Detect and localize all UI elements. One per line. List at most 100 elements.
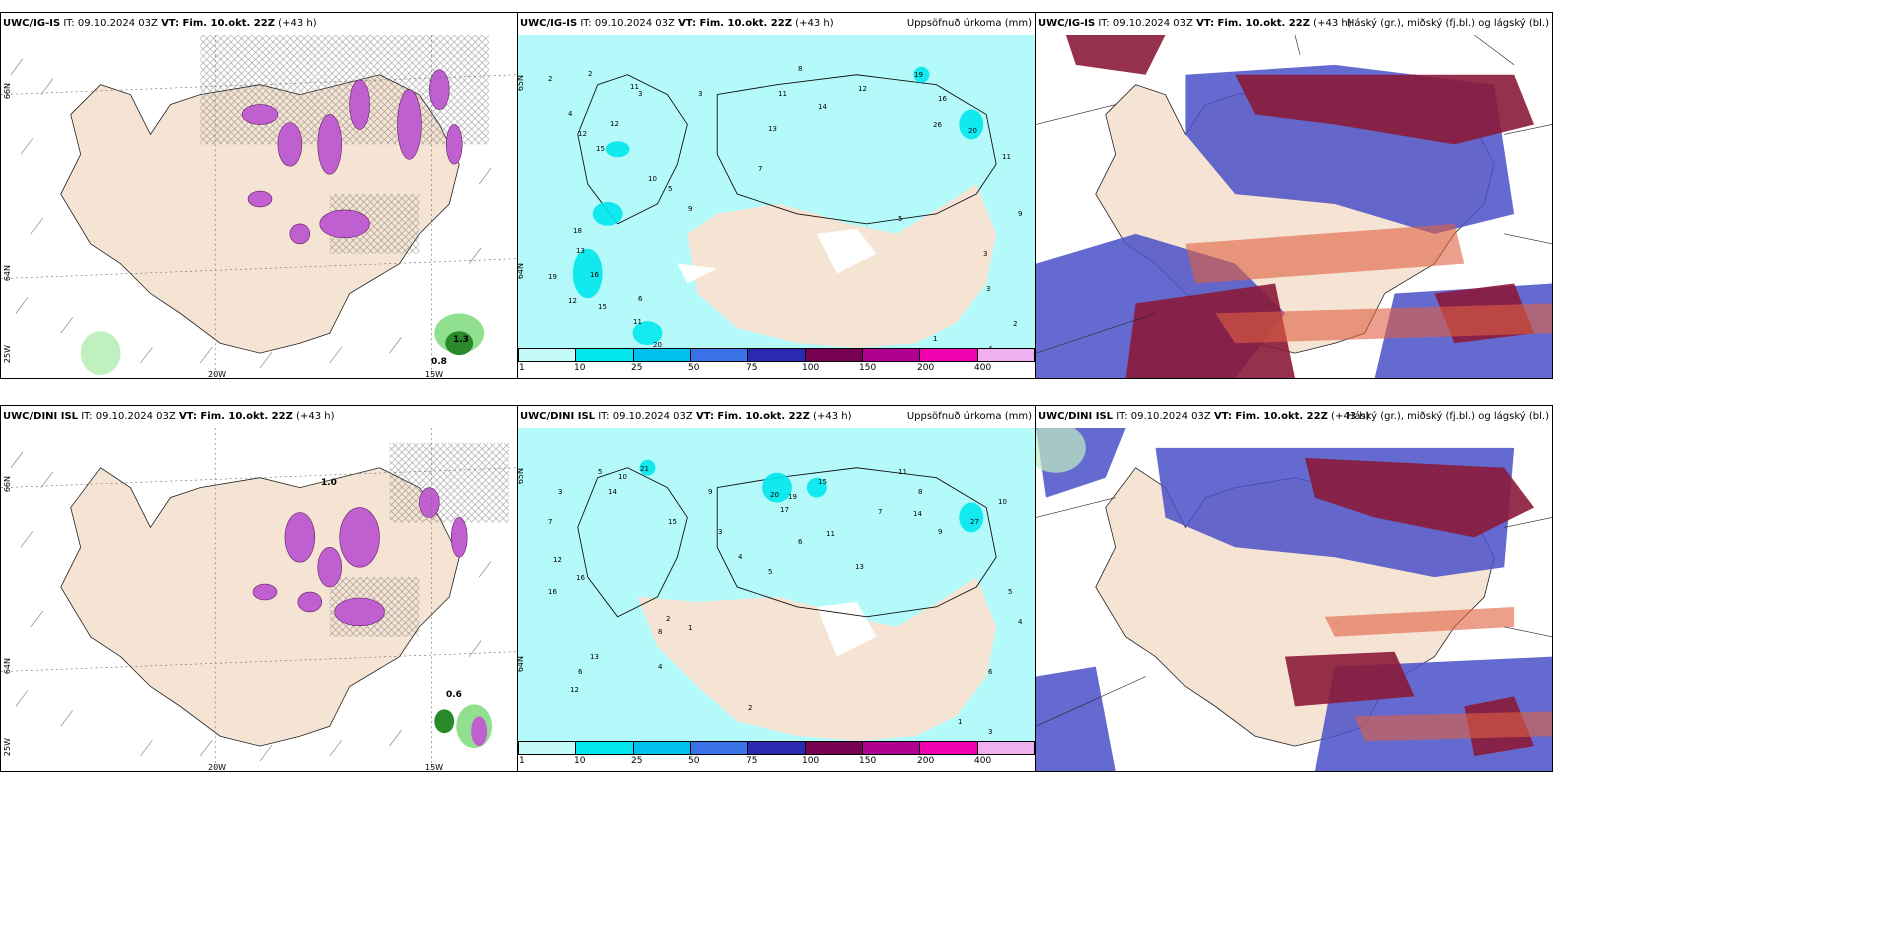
colorbar-swatch (690, 349, 749, 361)
precip-map-svg (518, 428, 1035, 741)
valid-time: VT: Fim. 10.okt. 22Z (1213, 411, 1328, 422)
precip-value: 1 (688, 624, 693, 632)
precip-value: 27 (970, 518, 979, 526)
precip-value: 20 (968, 127, 977, 135)
colorbar-swatch (920, 349, 978, 361)
model-name: UWC/IG-IS (1038, 18, 1096, 29)
cloud-map[interactable] (1036, 428, 1552, 771)
precip-value: 3 (983, 250, 988, 258)
colorbar-swatch (862, 742, 921, 754)
panel-header: UWC/IG-IS IT: 09.10.2024 03Z VT: Fim. 10… (518, 13, 1035, 35)
precip-value: 14 (818, 103, 827, 111)
precip-value: 8 (918, 488, 923, 496)
colorbar-swatches (518, 741, 1035, 755)
colorbar-tick: 100 (802, 756, 820, 766)
colorbar-tick: 400 (974, 363, 992, 373)
precip-value: 8 (798, 65, 803, 73)
precip-value: 14 (608, 488, 617, 496)
colorbar-tick: 50 (688, 756, 700, 766)
precip-numbers: 3 5 7 10 14 15 21 27 20 19 17 11 13 16 1… (518, 428, 1035, 741)
precip-value: 16 (590, 271, 599, 279)
colorbar-tick: 10 (574, 756, 586, 766)
panel-header: UWC/IG-IS IT: 09.10.2024 03Z VT: Fim. 10… (1, 13, 517, 35)
colorbar-swatch (977, 349, 1034, 361)
panel-header: UWC/DINI ISL IT: 09.10.2024 03Z VT: Fim.… (1036, 406, 1552, 428)
wind-map-svg (1, 428, 517, 771)
precip-value: 5 (1008, 588, 1013, 596)
colorbar-tick: 25 (631, 363, 643, 373)
wind-map[interactable]: 66N 64N 25W 20W 15W 0.8 1.3 (1, 35, 517, 378)
valid-time: VT: Fim. 10.okt. 22Z (161, 18, 275, 29)
precip-value: 3 (988, 728, 993, 736)
precip-map[interactable]: 2 2 3 4 11 12 12 15 18 13 16 19 12 15 11… (517, 35, 1035, 361)
lead-time: (+43 h) (296, 411, 335, 422)
init-time: IT: 09.10.2024 03Z (1116, 411, 1211, 422)
precip-value: 16 (576, 574, 585, 582)
value-label: 0.8 (431, 357, 447, 367)
precip-value: 4 (1018, 618, 1023, 626)
wind-map[interactable]: 66N 64N 25W 20W 15W 1.0 0.6 (1, 428, 517, 771)
precip-value: 2 (1013, 320, 1018, 328)
precip-value: 26 (933, 121, 942, 129)
precip-value: 13 (576, 247, 585, 255)
colorbar-swatch (805, 742, 863, 754)
precip-map-svg (518, 35, 1035, 348)
cloud-panel-row1: UWC/IG-IS IT: 09.10.2024 03Z VT: Fim. 10… (1035, 12, 1553, 379)
precip-value: 11 (778, 90, 787, 98)
precip-colorbar: 1 10 25 50 75 100 150 200 400 (518, 348, 1035, 378)
cloud-map[interactable] (1036, 35, 1552, 378)
lon-label-25w: 25W (3, 345, 12, 364)
panel-header: UWC/DINI ISL IT: 09.10.2024 03Z VT: Fim.… (518, 406, 1035, 428)
lead-time: (+43 h) (795, 18, 834, 29)
precip-value: 18 (573, 227, 582, 235)
field-title: Háský (gr.), miðský (fj.bl.) og lágský (… (1346, 411, 1549, 422)
field-title: Uppsöfnuð úrkoma (mm) (906, 18, 1032, 29)
precip-panel-row1: UWC/IG-IS IT: 09.10.2024 03Z VT: Fim. 10… (517, 12, 1036, 379)
init-time: IT: 09.10.2024 03Z (81, 411, 176, 422)
precip-value: 12 (553, 556, 562, 564)
precip-value: 9 (708, 488, 713, 496)
lon-label-20w: 20W (208, 763, 227, 772)
precip-value: 5 (768, 568, 773, 576)
precip-value: 11 (630, 83, 639, 91)
wind-panel-row1: UWC/IG-IS IT: 09.10.2024 03Z VT: Fim. 10… (0, 12, 518, 379)
colorbar-tick: 1 (519, 363, 525, 373)
field-title: Háský (gr.), miðský (fj.bl.) og lágský (… (1346, 18, 1549, 29)
precip-value: 5 (668, 185, 673, 193)
precip-value: 5 (898, 215, 903, 223)
precip-panel-row2: UWC/DINI ISL IT: 09.10.2024 03Z VT: Fim.… (517, 405, 1036, 772)
precip-value: 10 (618, 473, 627, 481)
precip-colorbar: 1 10 25 50 75 100 150 200 400 (518, 741, 1035, 771)
model-name: UWC/DINI ISL (1038, 411, 1114, 422)
precip-value: 14 (913, 510, 922, 518)
cloud-panel-row2: UWC/DINI ISL IT: 09.10.2024 03Z VT: Fim.… (1035, 405, 1553, 772)
precip-value: 3 (718, 528, 723, 536)
precip-map[interactable]: 3 5 7 10 14 15 21 27 20 19 17 11 13 16 1… (518, 428, 1035, 741)
colorbar-swatches (518, 348, 1035, 362)
model-name: UWC/IG-IS (520, 18, 578, 29)
colorbar-swatch (862, 349, 921, 361)
precip-value: 15 (818, 478, 827, 486)
precip-value: 3 (558, 488, 563, 496)
cloud-map-svg (1036, 428, 1552, 771)
wind-panel-row2: UWC/DINI ISL IT: 09.10.2024 03Z VT: Fim.… (0, 405, 518, 772)
colorbar-tick: 10 (574, 363, 586, 373)
precip-value: 12 (578, 130, 587, 138)
precip-value: 20 (653, 341, 662, 349)
precip-value: 1 (933, 335, 938, 343)
precip-value: 17 (780, 506, 789, 514)
value-label: 0.6 (446, 690, 462, 700)
precip-value: 3 (698, 90, 703, 98)
colorbar-swatch (633, 742, 691, 754)
lat-label-64n: 64N (3, 658, 12, 675)
precip-value: 9 (1018, 210, 1023, 218)
precip-value: 3 (986, 285, 991, 293)
precip-value: 6 (988, 668, 993, 676)
precip-value: 6 (798, 538, 803, 546)
colorbar-tick: 100 (802, 363, 820, 373)
lat-label-65n: 65N (517, 75, 525, 92)
lat-label-66n: 66N (3, 83, 12, 100)
lon-label-25w: 25W (3, 738, 12, 757)
colorbar-swatch (576, 742, 634, 754)
precip-value: 21 (640, 465, 649, 473)
